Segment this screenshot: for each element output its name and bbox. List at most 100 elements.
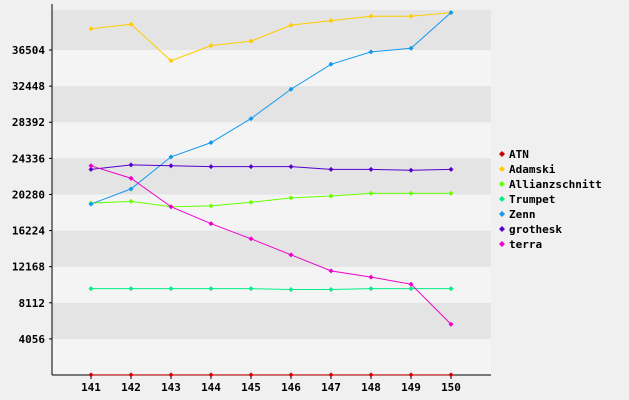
data-point	[168, 204, 174, 210]
x-tick-label: 145	[241, 381, 261, 394]
x-tick-label: 146	[281, 381, 301, 394]
series-atn	[88, 372, 454, 378]
data-point	[88, 166, 94, 172]
x-tick-label: 144	[201, 381, 221, 394]
data-point	[408, 286, 414, 292]
data-point	[128, 175, 134, 181]
data-point	[248, 199, 254, 205]
legend-marker	[499, 181, 505, 187]
legend-item: ATN	[499, 148, 529, 161]
data-point	[288, 22, 294, 28]
data-point	[248, 116, 254, 122]
data-point	[288, 195, 294, 201]
plot-band	[52, 230, 491, 267]
series-line	[90, 164, 452, 171]
data-point	[88, 26, 94, 32]
y-axis-ticks: 4056 8112 12168 16224 20280 24336 28392 32448 36…	[12, 44, 52, 346]
plot-band	[52, 338, 491, 375]
data-point	[288, 164, 294, 170]
plot-background	[52, 10, 491, 375]
y-tick-label: 12168	[12, 261, 45, 274]
data-point	[328, 18, 334, 24]
x-axis-ticks: 141 142 143 144 145 146 147 148 149 150	[81, 375, 461, 394]
data-point	[288, 252, 294, 258]
series-line	[90, 165, 452, 325]
data-point	[208, 43, 214, 49]
x-tick-label: 148	[361, 381, 381, 394]
legend-label: Zenn	[509, 208, 536, 221]
data-point	[408, 45, 414, 51]
legend-item: Zenn	[499, 208, 536, 221]
x-tick-label: 149	[401, 381, 421, 394]
x-tick-label: 142	[121, 381, 141, 394]
data-point	[168, 372, 174, 378]
y-tick-label: 32448	[12, 80, 45, 93]
legend-item: grothesk	[499, 223, 562, 236]
legend-label: grothesk	[509, 223, 562, 236]
legend-label: Adamski	[509, 163, 556, 176]
data-point	[128, 162, 134, 168]
data-point	[328, 268, 334, 274]
series-terra	[88, 163, 454, 327]
data-point	[248, 372, 254, 378]
plot-band	[52, 122, 491, 159]
data-point	[408, 190, 414, 196]
data-point	[448, 10, 454, 16]
data-point	[448, 372, 454, 378]
data-point	[408, 372, 414, 378]
data-point	[248, 236, 254, 242]
data-point	[288, 86, 294, 92]
series-line	[90, 12, 452, 205]
data-point	[168, 58, 174, 64]
y-tick-label: 16224	[12, 225, 45, 238]
series-adamski	[88, 10, 454, 64]
legend-item: Trumpet	[499, 193, 555, 206]
y-tick-label: 24336	[12, 152, 45, 165]
plot-band	[52, 266, 491, 303]
plot-band	[52, 86, 491, 123]
data-point	[328, 61, 334, 67]
legend-marker	[499, 211, 505, 217]
plot-band	[52, 158, 491, 195]
data-point	[328, 166, 334, 172]
series-grothesk	[88, 162, 454, 173]
data-point	[368, 166, 374, 172]
legend: ATN Adamski Allianzschnitt Trumpet Zenn groth…	[499, 148, 602, 251]
data-point	[448, 190, 454, 196]
series-trumpet	[88, 286, 454, 293]
data-point	[88, 201, 94, 207]
series-line	[91, 288, 451, 291]
plot-band	[52, 10, 491, 51]
data-point	[448, 321, 454, 327]
series-lines	[88, 10, 454, 378]
data-point	[408, 167, 414, 173]
data-point	[368, 286, 374, 292]
legend-label: Allianzschnitt	[509, 178, 602, 191]
data-point	[328, 193, 334, 199]
data-point	[208, 140, 214, 146]
data-point	[408, 281, 414, 287]
plot-band	[52, 302, 491, 339]
series-allianzschnitt	[88, 190, 454, 210]
series-line	[90, 192, 451, 208]
y-tick-label: 28392	[12, 116, 45, 129]
data-point	[328, 287, 334, 293]
x-tick-label: 150	[441, 381, 461, 394]
data-point	[208, 286, 214, 292]
x-tick-label: 141	[81, 381, 101, 394]
data-point	[248, 286, 254, 292]
legend-marker	[499, 226, 505, 232]
data-point	[368, 49, 374, 55]
y-tick-label: 20280	[12, 188, 45, 201]
data-point	[208, 203, 214, 209]
data-point	[208, 164, 214, 170]
x-tick-label: 143	[161, 381, 181, 394]
data-point	[128, 286, 134, 292]
y-tick-label: 36504	[12, 44, 45, 57]
data-point	[448, 286, 454, 292]
y-tick-label: 8112	[19, 297, 46, 310]
data-point	[248, 38, 254, 44]
data-point	[208, 221, 214, 227]
